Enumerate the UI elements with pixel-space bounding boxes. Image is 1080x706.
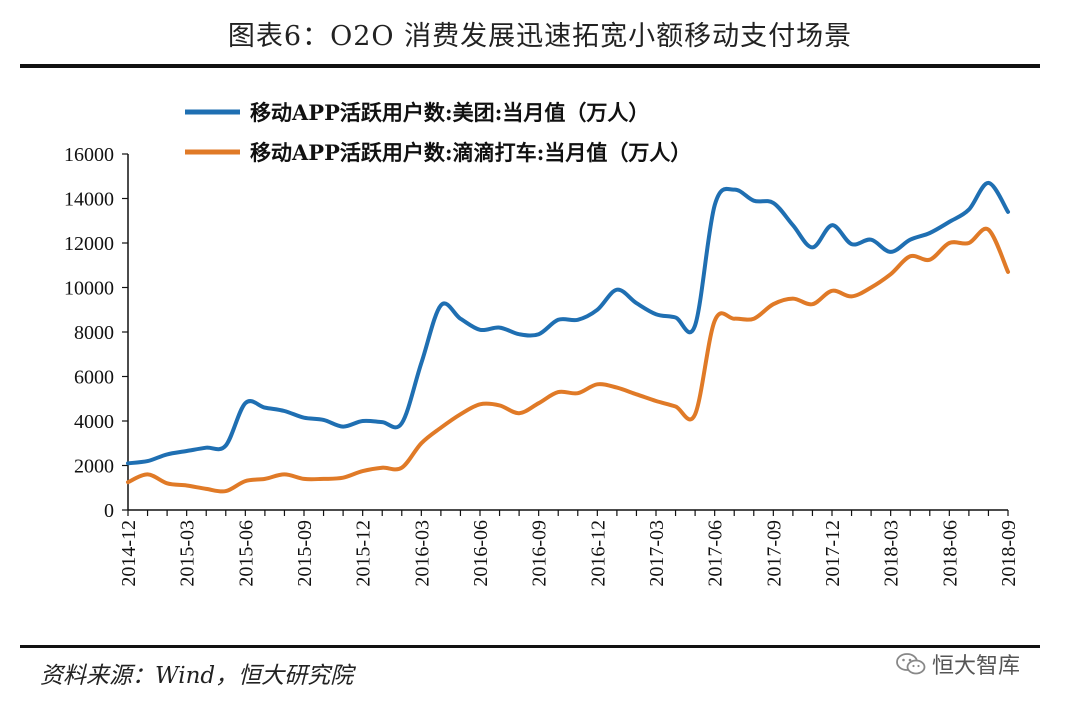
- x-tick-label: 2014-12: [118, 520, 140, 587]
- y-tick-label: 6000: [74, 367, 114, 389]
- x-tick-label: 2017-09: [763, 520, 785, 587]
- x-tick-label: 2016-06: [470, 520, 492, 587]
- y-tick-label: 4000: [74, 411, 114, 433]
- brand-watermark: 恒大智库: [896, 648, 1020, 680]
- y-tick-label: 14000: [64, 189, 114, 211]
- x-tick-label: 2017-12: [822, 520, 844, 587]
- x-axis: 2014-12 2015-03 2015-06 2015-09 2015-12 2016-…: [118, 509, 1020, 587]
- x-tick-label: 2015-06: [235, 520, 257, 587]
- source-note: 资料来源：Wind，恒大研究院: [40, 663, 354, 689]
- x-tick-label: 2015-03: [177, 520, 199, 587]
- series-line-0: [126, 180, 1010, 466]
- series-layer: [126, 180, 1010, 494]
- x-tick-label: 2018-06: [939, 520, 961, 587]
- y-tick-label: 2000: [74, 456, 114, 478]
- x-tick-label: 2015-09: [294, 520, 316, 587]
- x-tick-label: 2017-03: [646, 520, 668, 587]
- y-axis: 0 2000 4000 6000 8000 10000 12000 14000 16000: [64, 144, 129, 522]
- legend-label-1: 移动APP活跃用户数:滴滴打车:当月值（万人）: [250, 140, 691, 165]
- x-tick-label: 2018-03: [881, 520, 903, 587]
- chart-title: 图表6：O2O 消费发展迅速拓宽小额移动支付场景: [227, 21, 853, 52]
- x-tick-label: 2015-12: [353, 520, 375, 587]
- bottom-rule: [20, 645, 1040, 648]
- line-chart: 移动APP活跃用户数:美团:当月值（万人） 移动APP活跃用户数:滴滴打车:当月值…: [64, 100, 1020, 587]
- y-tick-label: 12000: [64, 233, 114, 255]
- top-rule: [20, 64, 1040, 68]
- y-tick-label: 16000: [64, 144, 114, 166]
- y-tick-label: 0: [104, 500, 114, 522]
- series-line-1: [126, 226, 1010, 494]
- x-tick-label: 2016-12: [587, 520, 609, 587]
- x-tick-label: 2018-09: [998, 520, 1020, 587]
- brand-name: 恒大智库: [932, 654, 1021, 679]
- legend-label-0: 移动APP活跃用户数:美团:当月值（万人）: [250, 100, 649, 125]
- y-tick-label: 10000: [64, 278, 114, 300]
- legend: 移动APP活跃用户数:美团:当月值（万人） 移动APP活跃用户数:滴滴打车:当月值…: [185, 100, 691, 165]
- x-tick-label: 2016-09: [529, 520, 551, 587]
- x-tick-label: 2016-03: [411, 520, 433, 587]
- y-tick-label: 8000: [74, 322, 114, 344]
- x-tick-label: 2017-06: [705, 520, 727, 587]
- wechat-icon: [896, 653, 926, 675]
